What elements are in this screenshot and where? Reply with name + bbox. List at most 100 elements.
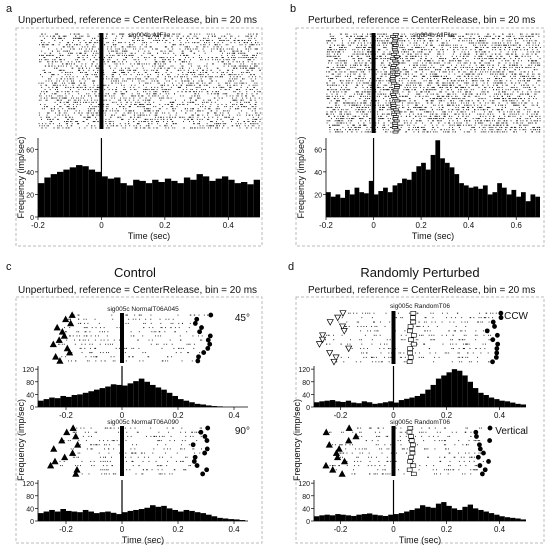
spike-tick: [203, 69, 204, 71]
spike-tick: [528, 42, 530, 44]
spike-tick: [58, 37, 60, 39]
spike-tick: [429, 89, 431, 91]
spike-tick: [86, 67, 87, 69]
spike-tick: [506, 80, 508, 82]
spike-tick: [492, 64, 494, 66]
spike-tick: [504, 58, 506, 60]
spike-tick: [105, 110, 107, 112]
spike-tick: [488, 51, 490, 53]
spike-tick: [45, 84, 47, 86]
spike-tick: [380, 58, 382, 60]
spike-tick: [411, 80, 413, 82]
spike-tick: [431, 44, 433, 46]
spike-tick: [203, 44, 205, 46]
spike-tick: [413, 62, 415, 64]
spike-tick: [465, 78, 467, 80]
spike-tick: [167, 91, 169, 93]
spike-tick: [455, 46, 457, 48]
spike-tick: [412, 49, 414, 51]
spike-tick: [121, 35, 123, 37]
spike-tick: [161, 89, 163, 91]
spike-tick: [173, 33, 175, 35]
spike-tick: [207, 112, 209, 114]
spike-tick: [133, 97, 135, 99]
spike-tick: [407, 82, 409, 84]
spike-tick: [480, 62, 482, 64]
spike-tick: [531, 62, 533, 64]
spike-tick: [91, 63, 93, 65]
spike-tick: [508, 44, 509, 46]
spike-tick: [465, 33, 467, 35]
spike-tick: [474, 62, 476, 64]
spike-tick: [167, 48, 169, 50]
spike-tick: [78, 89, 80, 91]
spike-tick: [513, 86, 515, 88]
spike-tick: [146, 78, 148, 80]
spike-tick: [184, 46, 186, 48]
spike-tick: [149, 108, 151, 110]
spike-tick: [76, 65, 78, 67]
perturbation-marker: [392, 88, 399, 92]
spike-tick: [221, 39, 223, 41]
spike-tick: [477, 40, 478, 42]
spike-tick: [419, 66, 421, 68]
spike-tick: [341, 33, 343, 35]
spike-tick: [490, 58, 492, 60]
spike-tick: [115, 71, 117, 73]
spike-tick: [136, 33, 138, 35]
spike-tick: [244, 52, 246, 54]
spike-tick: [40, 59, 42, 61]
spike-tick: [383, 64, 385, 66]
spike-tick: [162, 74, 163, 76]
spike-tick: [449, 62, 451, 64]
spike-tick: [480, 53, 482, 55]
spike-tick: [111, 114, 113, 116]
spike-tick: [492, 73, 494, 75]
spike-tick: [340, 80, 342, 82]
spike-tick: [354, 64, 356, 66]
spike-tick: [441, 89, 443, 91]
histogram-bar: [215, 178, 222, 217]
spike-tick: [148, 110, 150, 112]
spike-tick: [216, 46, 218, 48]
spike-tick: [228, 80, 230, 82]
spike-tick: [492, 60, 494, 62]
perturbation-marker: [392, 39, 399, 43]
spike-tick: [385, 55, 387, 57]
spike-tick: [436, 33, 438, 35]
spike-tick: [166, 125, 168, 127]
spike-tick: [432, 86, 434, 88]
spike-tick: [175, 99, 176, 101]
spike-tick: [40, 54, 42, 56]
spike-tick: [133, 110, 135, 112]
spike-tick: [530, 58, 532, 60]
spike-tick: [86, 54, 88, 56]
spike-tick: [527, 71, 529, 73]
spike-tick: [196, 42, 198, 44]
spike-tick: [349, 40, 351, 42]
spike-tick: [63, 37, 65, 39]
spike-tick: [200, 80, 202, 82]
spike-tick: [349, 80, 351, 82]
spike-tick: [380, 75, 382, 77]
spike-tick: [516, 55, 518, 57]
spike-tick: [415, 84, 416, 86]
spike-tick: [490, 60, 492, 62]
spike-tick: [386, 80, 388, 82]
spike-tick: [331, 84, 333, 86]
spike-tick: [443, 44, 445, 46]
spike-tick: [498, 44, 499, 46]
spike-tick: [472, 89, 474, 91]
spike-tick: [231, 74, 233, 76]
spike-tick: [452, 38, 454, 40]
spike-tick: [221, 76, 223, 78]
spike-tick: [536, 49, 538, 51]
spike-tick: [407, 84, 409, 86]
spike-tick: [59, 101, 61, 103]
spike-tick: [108, 50, 110, 52]
spike-tick: [71, 61, 73, 63]
spike-tick: [385, 33, 387, 35]
spike-tick: [188, 35, 190, 37]
spike-tick: [116, 52, 118, 54]
spike-tick: [126, 54, 127, 56]
